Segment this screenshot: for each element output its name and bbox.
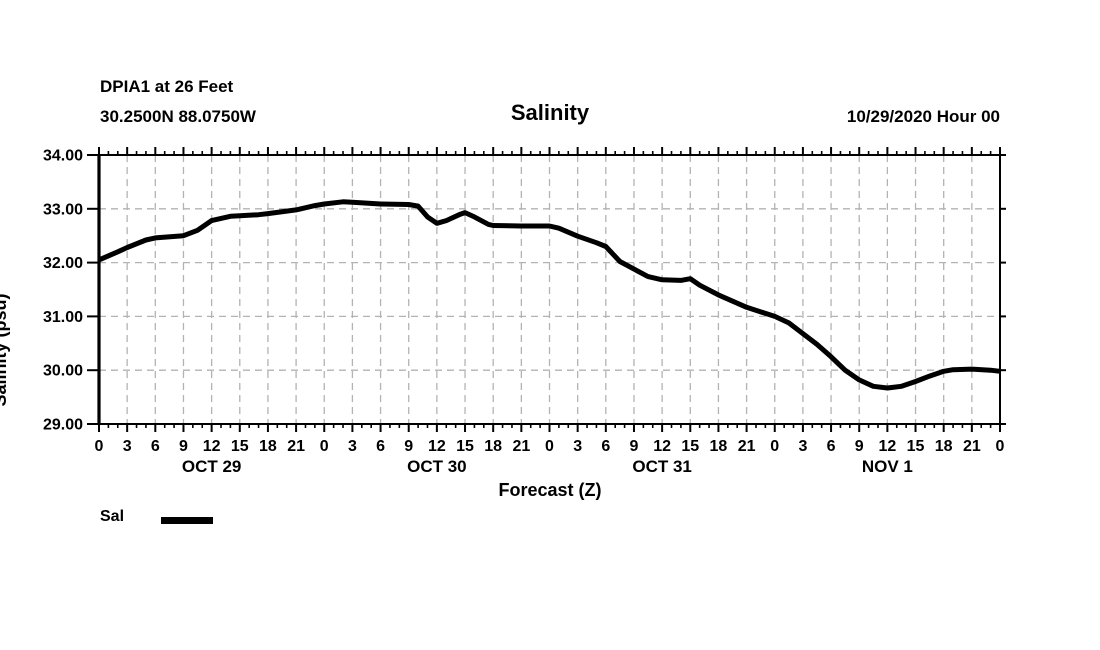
y-tick-label: 34.00 — [43, 148, 83, 165]
x-tick-label: 21 — [738, 438, 756, 455]
x-tick-label: 18 — [710, 438, 728, 455]
x-tick-label: 0 — [545, 438, 554, 455]
x-tick-label: 9 — [404, 438, 413, 455]
x-tick-label: 18 — [935, 438, 953, 455]
y-tick-label: 33.00 — [43, 201, 83, 218]
x-tick-label: 0 — [770, 438, 779, 455]
x-tick-label: 21 — [963, 438, 981, 455]
x-tick-label: 12 — [653, 438, 671, 455]
x-tick-label: 12 — [203, 438, 221, 455]
chart-title: Salinity — [510, 100, 590, 125]
legend-line-swatch — [161, 517, 213, 524]
x-tick-label: 9 — [855, 438, 864, 455]
x-date-label: OCT 31 — [632, 457, 692, 476]
x-tick-label: 9 — [630, 438, 639, 455]
x-tick-label: 21 — [287, 438, 305, 455]
x-axis-title: Forecast (Z) — [498, 480, 602, 500]
x-tick-label: 15 — [231, 438, 249, 455]
x-tick-label: 0 — [95, 438, 104, 455]
x-tick-label: 15 — [907, 438, 925, 455]
y-tick-label: 31.00 — [43, 309, 83, 326]
x-tick-label: 6 — [376, 438, 385, 455]
x-tick-label: 21 — [512, 438, 530, 455]
x-tick-label: 3 — [798, 438, 807, 455]
x-tick-label: 3 — [348, 438, 357, 455]
x-tick-label: 18 — [484, 438, 502, 455]
x-tick-label: 12 — [428, 438, 446, 455]
station-id-line: DPIA1 at 26 Feet — [100, 77, 234, 96]
x-date-label: NOV 1 — [862, 457, 913, 476]
x-tick-label: 6 — [151, 438, 160, 455]
x-tick-label: 15 — [456, 438, 474, 455]
forecast-datetime-label: 10/29/2020 Hour 00 — [846, 107, 1000, 126]
x-tick-label: 18 — [259, 438, 277, 455]
x-tick-label: 0 — [996, 438, 1005, 455]
x-tick-label: 3 — [573, 438, 582, 455]
y-tick-label: 32.00 — [43, 255, 83, 272]
station-coordinates-line: 30.2500N 88.0750W — [100, 107, 256, 126]
x-tick-label: 12 — [878, 438, 896, 455]
x-tick-label: 6 — [601, 438, 610, 455]
x-tick-label: 0 — [320, 438, 329, 455]
x-date-label: OCT 29 — [182, 457, 242, 476]
x-tick-label: 9 — [179, 438, 188, 455]
legend-series-label: Sal — [100, 508, 125, 525]
y-tick-label: 29.00 — [43, 417, 83, 434]
x-date-label: OCT 30 — [407, 457, 467, 476]
salinity-data-line — [98, 199, 1001, 391]
x-tick-label: 3 — [123, 438, 132, 455]
x-tick-label: 6 — [827, 438, 836, 455]
x-tick-label: 15 — [681, 438, 699, 455]
y-tick-label: 30.00 — [43, 363, 83, 380]
